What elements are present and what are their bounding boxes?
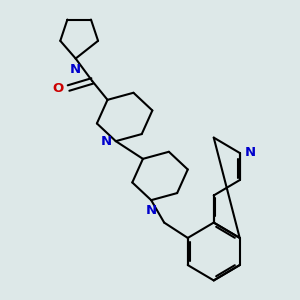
Text: N: N — [244, 146, 256, 160]
Text: N: N — [146, 204, 157, 218]
Text: O: O — [52, 82, 64, 94]
Text: N: N — [100, 135, 112, 148]
Text: N: N — [70, 63, 81, 76]
